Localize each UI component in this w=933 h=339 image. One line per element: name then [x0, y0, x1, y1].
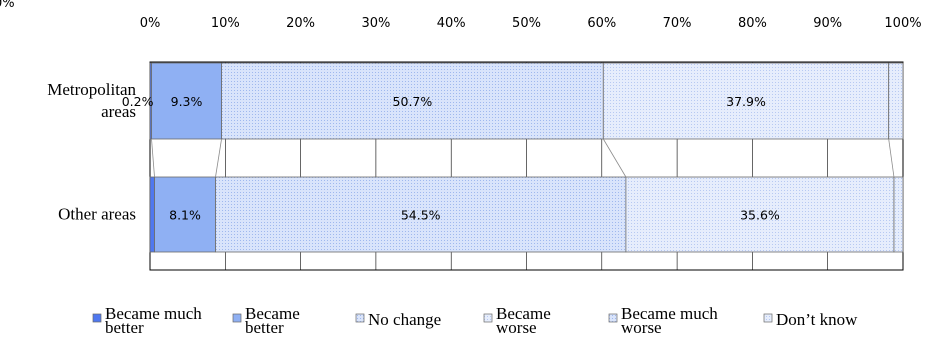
legend-label: No change [368, 310, 441, 329]
x-tick-label: 40% [437, 16, 466, 31]
category-label: Metropolitan [47, 80, 136, 99]
data-label: 54.5% [401, 208, 441, 223]
legend-label: worse [621, 318, 662, 337]
data-label: 50.7% [393, 94, 433, 109]
legend-label: Became [496, 304, 551, 323]
bar-segment [888, 62, 904, 140]
category-label: Other areas [58, 205, 136, 224]
stray-top-label: 0% [0, 0, 15, 11]
data-label: 9.3% [171, 94, 203, 109]
series-connector-line [602, 138, 627, 178]
legend-swatch [608, 313, 618, 323]
bar-segment [602, 62, 890, 140]
legend-label: better [245, 318, 284, 337]
legend-label: Don’t know [776, 310, 858, 329]
data-label: 8.1% [169, 208, 201, 223]
legend-swatch [483, 313, 493, 323]
legend-label: Became [245, 304, 300, 323]
legend-swatch [763, 313, 773, 323]
bar-segment [893, 176, 904, 253]
legend-swatch [92, 313, 102, 323]
legend-label: better [105, 318, 144, 337]
x-tick-label: 10% [211, 16, 240, 31]
data-label: 37.9% [726, 94, 766, 109]
x-tick-label: 0% [140, 16, 161, 31]
legend-label: worse [496, 318, 537, 337]
legend-swatch [355, 313, 365, 323]
x-tick-label: 60% [587, 16, 616, 31]
x-tick-label: 100% [884, 16, 921, 31]
x-tick-label: 90% [813, 16, 842, 31]
bar-segment [151, 62, 222, 140]
x-tick-label: 80% [738, 16, 767, 31]
x-tick-label: 30% [361, 16, 390, 31]
x-tick-label: 20% [286, 16, 315, 31]
x-tick-label: 70% [663, 16, 692, 31]
legend-label: Became much [105, 304, 202, 323]
bar-segment [625, 176, 895, 253]
data-label: 35.6% [740, 208, 780, 223]
series-connector-line [888, 138, 895, 178]
bar-segment [149, 176, 155, 253]
series-connector-line [215, 138, 222, 178]
category-label: areas [101, 102, 136, 121]
series-connector-line [151, 138, 155, 178]
legend-swatch [232, 313, 242, 323]
legend-label: Became much [621, 304, 718, 323]
bar-segment [221, 62, 604, 140]
x-tick-label: 50% [512, 16, 541, 31]
data-label: 0.2% [122, 94, 154, 109]
